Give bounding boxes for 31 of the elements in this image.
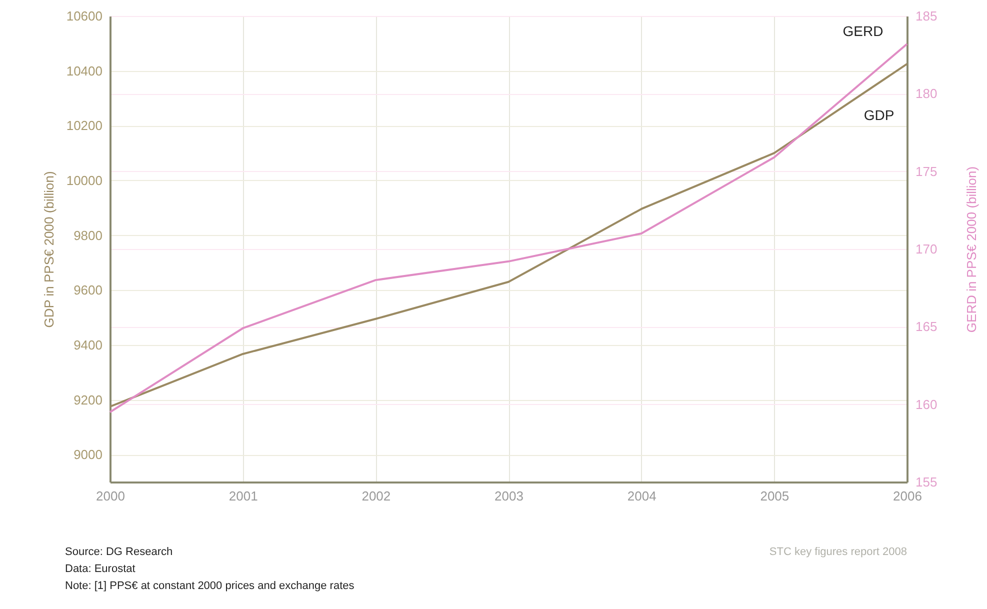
y-tick-label: 10600 bbox=[66, 8, 102, 24]
x-tick-label: 2000 bbox=[96, 488, 125, 504]
y-tick-label: 9600 bbox=[74, 282, 102, 298]
y-tick-label: 10000 bbox=[66, 172, 102, 188]
y2-axis-title: GERD in PPS€ 2000 (billion) bbox=[964, 166, 980, 333]
source-note: Source: DG Research bbox=[65, 546, 173, 558]
x-tick-label: 2005 bbox=[760, 488, 790, 504]
y2-tick-label: 185 bbox=[916, 8, 938, 24]
y-tick-label: 9800 bbox=[74, 228, 102, 243]
y2-tick-label: 160 bbox=[916, 396, 938, 412]
series-label: GDP bbox=[864, 106, 894, 123]
y-tick-label: 9000 bbox=[74, 447, 102, 462]
y2-tick-label: 155 bbox=[916, 474, 938, 490]
series-label: GERD bbox=[842, 22, 884, 39]
y2-tick-label: 170 bbox=[916, 242, 938, 256]
x-tick-label: 2003 bbox=[494, 488, 524, 504]
y2-tick-label: 180 bbox=[916, 86, 938, 102]
x-tick-label: 2002 bbox=[362, 488, 391, 504]
text: Note: [1] PPS€ at constant 2000 prices and exchange rates bbox=[65, 580, 355, 592]
y-tick-label: 9200 bbox=[74, 392, 102, 408]
text: Data: Eurostat bbox=[65, 563, 136, 575]
y2-tick-label: 165 bbox=[916, 319, 938, 334]
text: STC key figures report 2008 bbox=[769, 546, 907, 558]
y-tick-label: 10200 bbox=[66, 118, 102, 134]
y-tick-label: 9400 bbox=[74, 337, 102, 352]
y-axis-title: GDP in PPS€ 2000 (billion) bbox=[41, 171, 56, 328]
x-tick-label: 2001 bbox=[228, 488, 258, 504]
y2-tick-label: 175 bbox=[916, 164, 938, 179]
x-tick-label: 2004 bbox=[627, 488, 656, 504]
y-tick-label: 10400 bbox=[66, 63, 102, 78]
x-tick-label: 2006 bbox=[893, 488, 922, 504]
